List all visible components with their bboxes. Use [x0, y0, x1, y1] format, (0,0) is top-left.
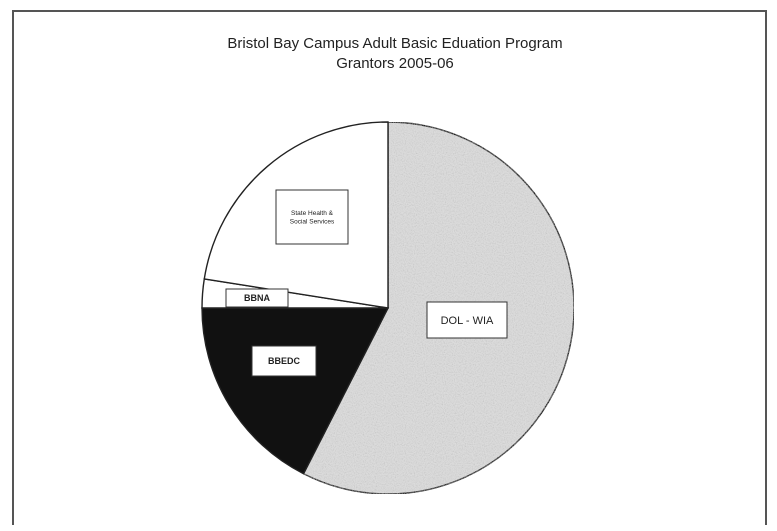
slice-label-text: BBEDC	[268, 356, 301, 366]
chart-title: Bristol Bay Campus Adult Basic Eduation …	[227, 35, 562, 52]
pie-slice-bbedc	[201, 307, 390, 475]
slice-label-text: BBNA	[244, 293, 270, 303]
chart-subtitle: Grantors 2005-06	[336, 55, 454, 72]
slice-label-box	[251, 345, 317, 377]
pie-labels: DOL - WIA BBEDC BBNA State Health & Social S…	[225, 189, 508, 377]
slice-label-box	[275, 189, 349, 245]
slice-label-box	[225, 288, 289, 308]
slice-label-1: DOL - WIA	[426, 301, 508, 339]
slice-label-3: BBNA	[225, 288, 289, 308]
slice-label-2: BBEDC	[251, 345, 317, 377]
slice-label-text: State Health & Social Services	[290, 210, 335, 225]
slice-label-text: DOL - WIA	[441, 315, 494, 327]
pie-slices	[201, 121, 575, 495]
chart-frame	[12, 10, 767, 525]
slice-label-4: State Health & Social Services	[275, 189, 349, 245]
slice-label-box	[426, 301, 508, 339]
